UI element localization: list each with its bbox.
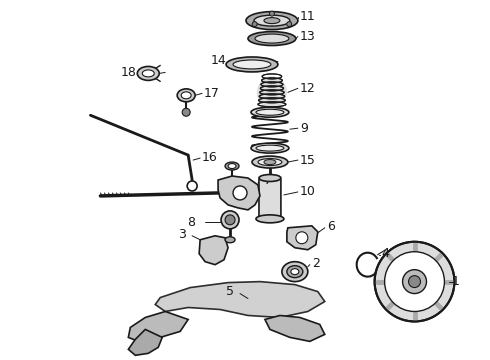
Ellipse shape xyxy=(142,70,154,77)
Ellipse shape xyxy=(255,34,289,43)
Ellipse shape xyxy=(233,60,271,69)
Polygon shape xyxy=(128,329,162,355)
Polygon shape xyxy=(128,311,188,341)
Circle shape xyxy=(403,270,426,293)
Circle shape xyxy=(270,11,274,16)
Text: 15: 15 xyxy=(300,154,316,167)
Ellipse shape xyxy=(258,159,282,166)
Ellipse shape xyxy=(181,92,191,99)
Ellipse shape xyxy=(228,163,236,168)
Circle shape xyxy=(225,215,235,225)
Text: 8: 8 xyxy=(187,216,195,229)
Circle shape xyxy=(221,211,239,229)
Text: 2: 2 xyxy=(312,257,319,270)
Text: 7: 7 xyxy=(264,174,272,186)
Ellipse shape xyxy=(259,175,281,181)
Ellipse shape xyxy=(282,262,308,282)
Text: 14: 14 xyxy=(210,54,226,67)
Ellipse shape xyxy=(264,18,280,24)
Ellipse shape xyxy=(177,89,195,102)
Polygon shape xyxy=(218,176,260,210)
Ellipse shape xyxy=(287,266,303,278)
Text: 13: 13 xyxy=(300,30,316,43)
Circle shape xyxy=(182,108,190,116)
Circle shape xyxy=(296,232,308,244)
Ellipse shape xyxy=(264,159,276,165)
Text: 18: 18 xyxy=(121,66,136,79)
Ellipse shape xyxy=(246,12,298,30)
Ellipse shape xyxy=(291,269,299,275)
Ellipse shape xyxy=(226,57,278,72)
Ellipse shape xyxy=(251,143,289,153)
Ellipse shape xyxy=(256,215,284,223)
Text: 5: 5 xyxy=(226,285,234,298)
Ellipse shape xyxy=(225,237,235,243)
Ellipse shape xyxy=(248,32,296,45)
Text: 1: 1 xyxy=(451,275,459,288)
Circle shape xyxy=(233,186,247,200)
Text: 4: 4 xyxy=(382,247,390,260)
Polygon shape xyxy=(287,226,318,250)
Circle shape xyxy=(287,22,292,27)
Circle shape xyxy=(385,252,444,311)
Text: 10: 10 xyxy=(300,185,316,198)
Text: 6: 6 xyxy=(327,220,335,233)
Polygon shape xyxy=(199,236,228,265)
Polygon shape xyxy=(265,315,325,341)
Text: 11: 11 xyxy=(300,10,316,23)
Ellipse shape xyxy=(256,145,284,151)
FancyBboxPatch shape xyxy=(259,179,281,218)
Text: 9: 9 xyxy=(300,122,308,135)
Ellipse shape xyxy=(256,109,284,115)
Ellipse shape xyxy=(137,67,159,80)
Ellipse shape xyxy=(252,156,288,168)
Circle shape xyxy=(252,22,257,27)
Circle shape xyxy=(409,276,420,288)
Text: 17: 17 xyxy=(204,87,220,100)
Ellipse shape xyxy=(257,76,287,108)
Ellipse shape xyxy=(254,15,290,26)
Text: 3: 3 xyxy=(178,228,186,241)
Text: 16: 16 xyxy=(202,150,218,163)
Polygon shape xyxy=(155,282,325,318)
Text: 12: 12 xyxy=(300,82,316,95)
Ellipse shape xyxy=(225,162,239,170)
Ellipse shape xyxy=(251,107,289,117)
Circle shape xyxy=(375,242,454,321)
Circle shape xyxy=(187,181,197,191)
